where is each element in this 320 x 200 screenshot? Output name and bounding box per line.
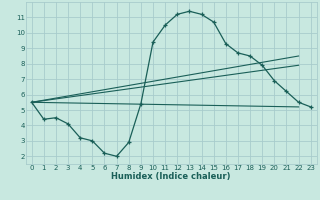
X-axis label: Humidex (Indice chaleur): Humidex (Indice chaleur) [111, 172, 231, 181]
